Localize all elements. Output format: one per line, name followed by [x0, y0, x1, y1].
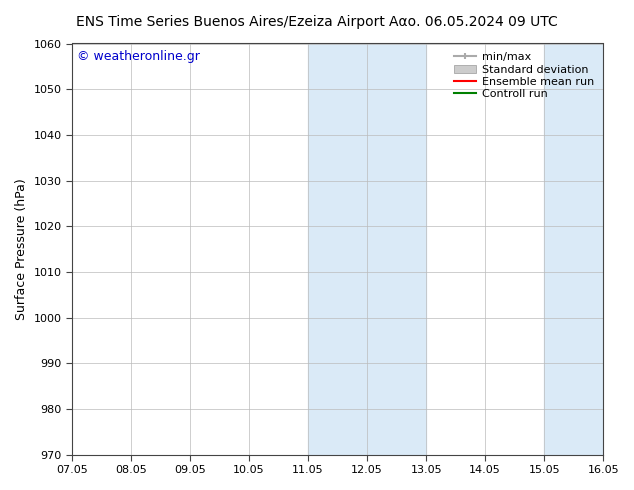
Text: ENS Time Series Buenos Aires/Ezeiza Airport: ENS Time Series Buenos Aires/Ezeiza Airp…	[76, 15, 385, 29]
Text: © weatheronline.gr: © weatheronline.gr	[77, 49, 200, 63]
Bar	[544, 44, 603, 455]
Legend: min/max, Standard deviation, Ensemble mean run, Controll run: min/max, Standard deviation, Ensemble me…	[451, 49, 598, 102]
Bar	[308, 44, 426, 455]
Text: Ααο. 06.05.2024 09 UTC: Ααο. 06.05.2024 09 UTC	[389, 15, 558, 29]
Y-axis label: Surface Pressure (hPa): Surface Pressure (hPa)	[15, 178, 28, 320]
